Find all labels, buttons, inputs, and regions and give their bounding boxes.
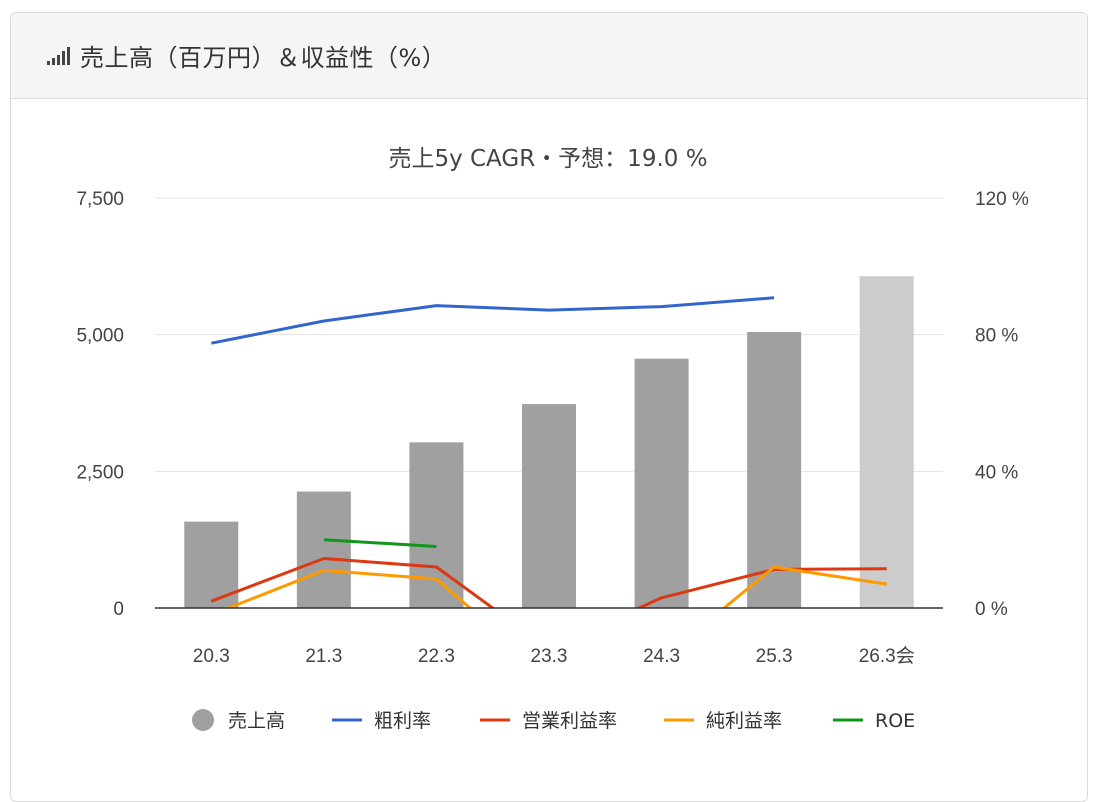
bar	[409, 442, 464, 608]
bar-series	[184, 276, 914, 608]
y-right-tick-label: 40 %	[975, 462, 1018, 483]
chart-title: 売上5y CAGR・予想：19.0 %	[388, 146, 707, 172]
x-tick-label: 23.3	[531, 646, 568, 667]
y-left-tick-label: 2,500	[76, 462, 124, 483]
card-header: 売上高（百万円）＆収益性（%）	[11, 13, 1087, 99]
legend-label: 売上高	[228, 710, 285, 732]
bar	[859, 276, 914, 608]
bar	[747, 331, 802, 608]
y-left-tick-label: 7,500	[76, 189, 124, 210]
x-tick-label: 25.3	[756, 646, 793, 667]
y-right-tick-label: 0 %	[975, 599, 1008, 620]
signal-bars-icon	[47, 46, 70, 65]
y-left-tick-label: 0	[113, 599, 124, 620]
card-title: 売上高（百万円）＆収益性（%）	[80, 44, 447, 72]
legend-label: 純利益率	[706, 710, 782, 732]
legend-swatch	[192, 709, 214, 731]
x-tick-label: 26.3会	[859, 645, 915, 667]
series-line	[224, 565, 887, 608]
bar	[296, 491, 351, 608]
series-line	[210, 557, 887, 608]
y-left-tick-label: 5,000	[76, 326, 124, 347]
x-tick-label: 22.3	[418, 646, 455, 667]
x-tick-label: 24.3	[643, 646, 680, 667]
y-right-tick-label: 120 %	[975, 189, 1029, 210]
x-tick-label: 21.3	[305, 646, 342, 667]
legend-label: 粗利率	[374, 710, 431, 732]
axes: 0 2,500 5,000 7,500 0 % 40 % 80 % 120 % 20.3 21.3…	[76, 189, 1029, 667]
bar	[634, 358, 689, 608]
legend-label: 営業利益率	[522, 710, 617, 732]
legend: 売上高 粗利率 営業利益率 純利益率 ROE	[192, 709, 915, 732]
series-line	[323, 538, 437, 548]
x-tick-label: 20.3	[193, 646, 230, 667]
line-series	[210, 296, 887, 608]
series-line	[211, 296, 775, 345]
legend-label: ROE	[875, 710, 915, 732]
bar	[522, 404, 576, 608]
y-right-tick-label: 80 %	[975, 326, 1018, 347]
